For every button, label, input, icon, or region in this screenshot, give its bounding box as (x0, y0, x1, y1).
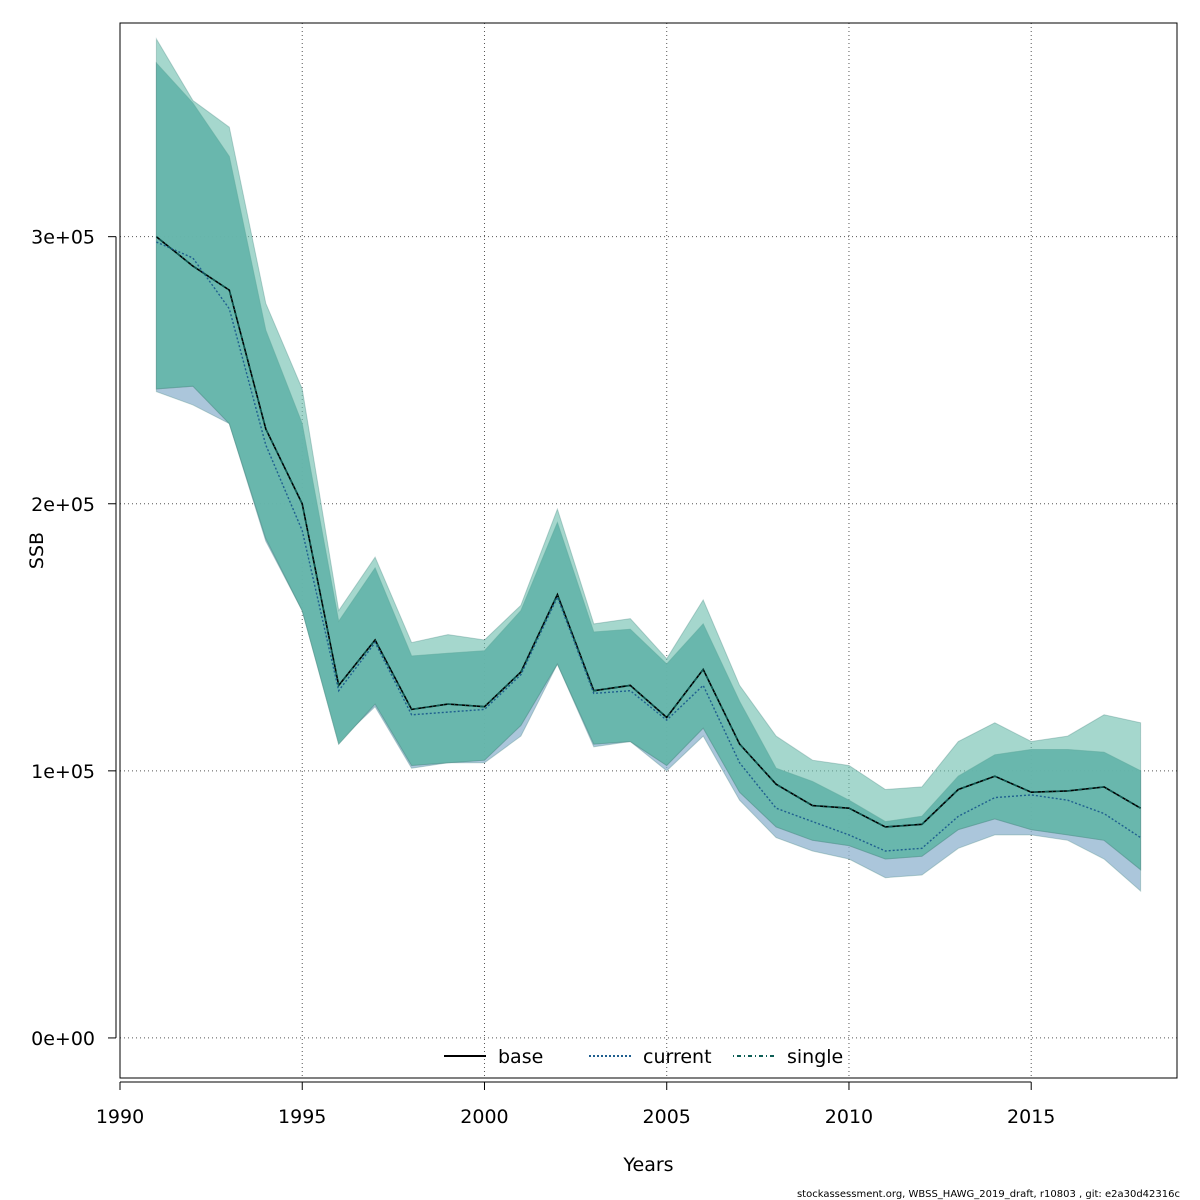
series-lines (155, 236, 1142, 852)
footnote: stockassessment.org, WBSS_HAWG_2019_draf… (797, 1189, 1180, 1200)
plot-frame (119, 22, 1178, 1079)
x-tick-label-2010: 2010 (825, 1106, 873, 1128)
y-tick-label-1e+05: 1e+05 (31, 761, 95, 783)
x-axis: 1990 1995 2000 2005 2010 2015 (96, 1081, 1055, 1128)
x-tick-label-1990: 1990 (96, 1106, 144, 1128)
y-tick-label-3e+05: 3e+05 (31, 227, 95, 249)
legend-label-single: single (787, 1046, 843, 1068)
y-axis-title: SSB (26, 532, 48, 569)
y-tick-label-0e+00: 0e+00 (31, 1028, 95, 1050)
x-tick-label-2000: 2000 (460, 1106, 508, 1128)
y-axis: 0e+00 1e+05 2e+05 3e+05 (31, 227, 117, 1050)
y-tick-label-2e+05: 2e+05 (31, 494, 95, 516)
x-tick-label-1995: 1995 (278, 1106, 326, 1128)
confidence-bands (155, 37, 1142, 893)
x-tick-label-2015: 2015 (1007, 1106, 1055, 1128)
legend-label-current: current (643, 1046, 712, 1068)
legend: base current single (444, 1046, 843, 1068)
band-single (155, 37, 1142, 871)
series-line-single (155, 236, 1141, 828)
x-tick-label-2005: 2005 (643, 1106, 691, 1128)
x-axis-title: Years (622, 1154, 673, 1176)
series-line-current (156, 241, 1141, 852)
legend-label-base: base (498, 1046, 543, 1068)
